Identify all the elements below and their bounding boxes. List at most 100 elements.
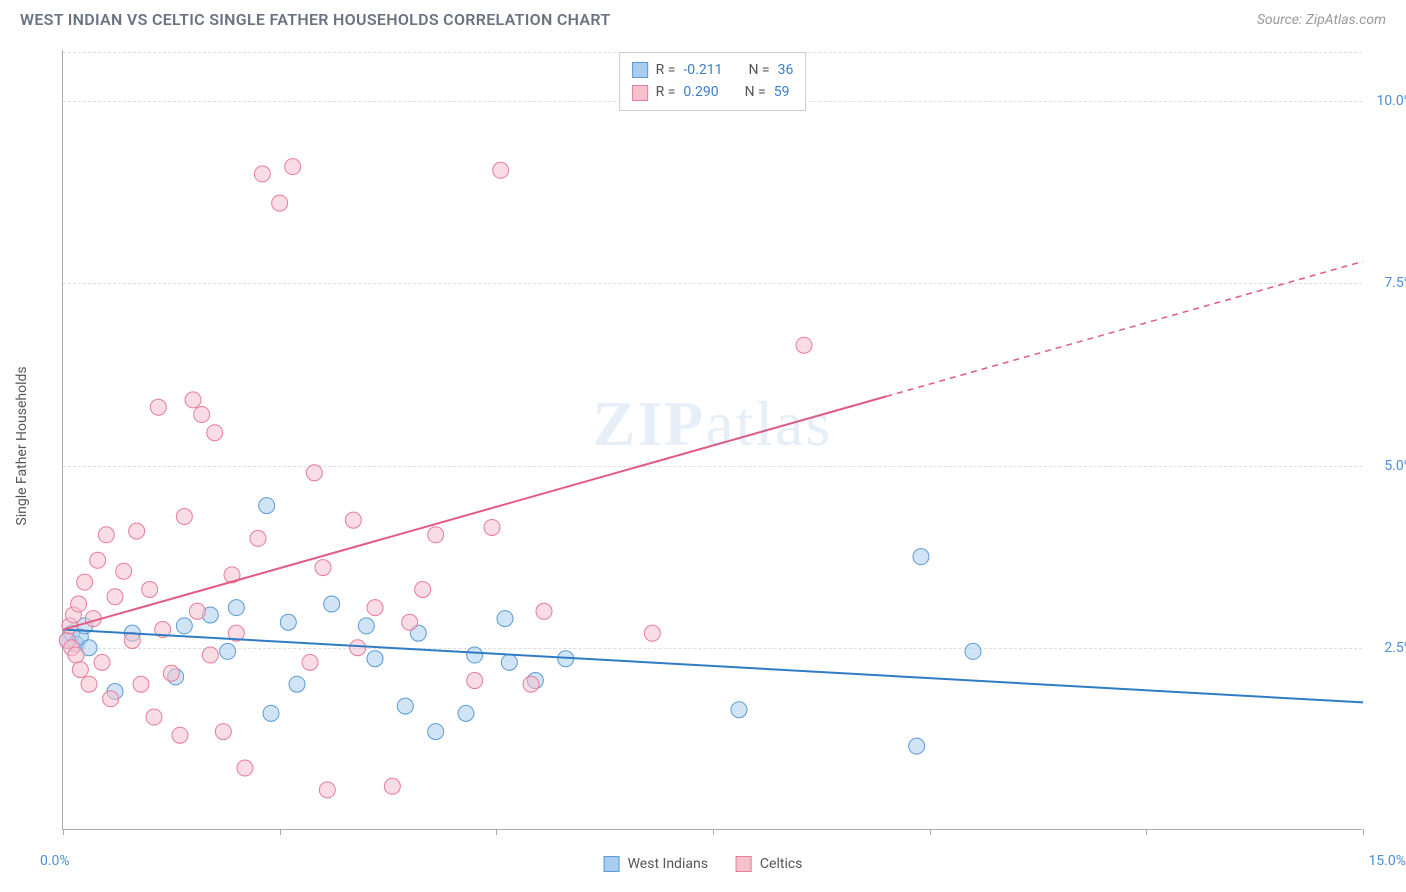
data-point	[150, 399, 166, 415]
n-value-1: 36	[778, 59, 794, 81]
plot-svg	[63, 50, 1362, 829]
data-point	[402, 614, 418, 630]
data-point	[116, 563, 132, 579]
data-point	[324, 596, 340, 612]
data-point	[250, 530, 266, 546]
legend-label-west-indians: West Indians	[628, 856, 708, 872]
data-point	[254, 166, 270, 182]
data-point	[228, 600, 244, 616]
data-point	[501, 654, 517, 670]
source-label: Source: ZipAtlas.com	[1257, 12, 1386, 28]
data-point	[272, 195, 288, 211]
r-value-1: -0.211	[683, 59, 722, 81]
data-point	[129, 523, 145, 539]
data-point	[467, 647, 483, 663]
trend-line-dashed	[886, 261, 1363, 396]
data-point	[163, 665, 179, 681]
data-point	[107, 589, 123, 605]
data-point	[185, 392, 201, 408]
data-point	[397, 698, 413, 714]
swatch-celtics	[632, 85, 648, 101]
stats-box: R = -0.211 N = 36 R = 0.290 N = 59	[619, 52, 807, 111]
y-axis-title: Single Father Households	[14, 366, 30, 525]
data-point	[731, 702, 747, 718]
data-point	[90, 552, 106, 568]
data-point	[458, 705, 474, 721]
r-value-2: 0.290	[683, 81, 718, 103]
data-point	[81, 676, 97, 692]
data-point	[415, 581, 431, 597]
plot-region: 2.5%5.0%7.5%10.0% ZIPatlas R = -0.211 N …	[62, 50, 1362, 830]
stats-row-1: R = -0.211 N = 36	[632, 59, 794, 81]
data-point	[644, 625, 660, 641]
data-point	[146, 709, 162, 725]
bottom-legend: West Indians Celtics	[604, 856, 803, 872]
legend-swatch-west-indians	[604, 856, 620, 872]
data-point	[428, 527, 444, 543]
legend-swatch-celtics	[736, 856, 752, 872]
data-point	[124, 632, 140, 648]
data-point	[367, 600, 383, 616]
y-tick-label: 5.0%	[1384, 458, 1406, 474]
data-point	[142, 581, 158, 597]
legend-item-celtics: Celtics	[736, 856, 802, 872]
data-point	[796, 337, 812, 353]
data-point	[207, 425, 223, 441]
data-point	[285, 159, 301, 175]
data-point	[358, 618, 374, 634]
data-point	[202, 647, 218, 663]
data-point	[319, 782, 335, 798]
data-point	[467, 673, 483, 689]
data-point	[77, 574, 93, 590]
y-tick-label: 10.0%	[1376, 93, 1406, 109]
y-tick-label: 2.5%	[1384, 640, 1406, 656]
legend-item-west-indians: West Indians	[604, 856, 708, 872]
x-axis-min-label: 0.0%	[40, 853, 70, 869]
data-point	[237, 760, 253, 776]
data-point	[215, 724, 231, 740]
data-point	[302, 654, 318, 670]
data-point	[133, 676, 149, 692]
data-point	[909, 738, 925, 754]
data-point	[194, 406, 210, 422]
header: WEST INDIAN VS CELTIC SINGLE FATHER HOUS…	[0, 0, 1406, 37]
trend-line	[63, 630, 1363, 703]
data-point	[493, 162, 509, 178]
data-point	[306, 465, 322, 481]
data-point	[259, 498, 275, 514]
n-label-2: N =	[745, 81, 766, 103]
data-point	[98, 527, 114, 543]
data-point	[536, 603, 552, 619]
data-point	[68, 647, 84, 663]
swatch-west-indians	[632, 62, 648, 78]
data-point	[428, 724, 444, 740]
data-point	[176, 618, 192, 634]
data-point	[497, 611, 513, 627]
legend-label-celtics: Celtics	[760, 856, 802, 872]
data-point	[523, 676, 539, 692]
data-point	[72, 662, 88, 678]
data-point	[384, 778, 400, 794]
data-point	[484, 519, 500, 535]
n-label-1: N =	[748, 59, 769, 81]
chart-container: WEST INDIAN VS CELTIC SINGLE FATHER HOUS…	[0, 0, 1406, 892]
r-label-1: R =	[656, 59, 676, 81]
data-point	[965, 643, 981, 659]
data-point	[913, 549, 929, 565]
y-tick-label: 7.5%	[1384, 275, 1406, 291]
data-point	[280, 614, 296, 630]
data-point	[345, 512, 361, 528]
x-axis-max-label: 15.0%	[1368, 853, 1406, 869]
chart-title: WEST INDIAN VS CELTIC SINGLE FATHER HOUS…	[20, 10, 611, 29]
data-point	[103, 691, 119, 707]
r-label-2: R =	[656, 81, 676, 103]
stats-row-2: R = 0.290 N = 59	[632, 81, 794, 103]
data-point	[71, 596, 87, 612]
data-point	[367, 651, 383, 667]
chart-area: 2.5%5.0%7.5%10.0% ZIPatlas R = -0.211 N …	[62, 50, 1362, 830]
data-point	[315, 560, 331, 576]
data-point	[176, 509, 192, 525]
data-point	[172, 727, 188, 743]
data-point	[350, 640, 366, 656]
data-point	[263, 705, 279, 721]
